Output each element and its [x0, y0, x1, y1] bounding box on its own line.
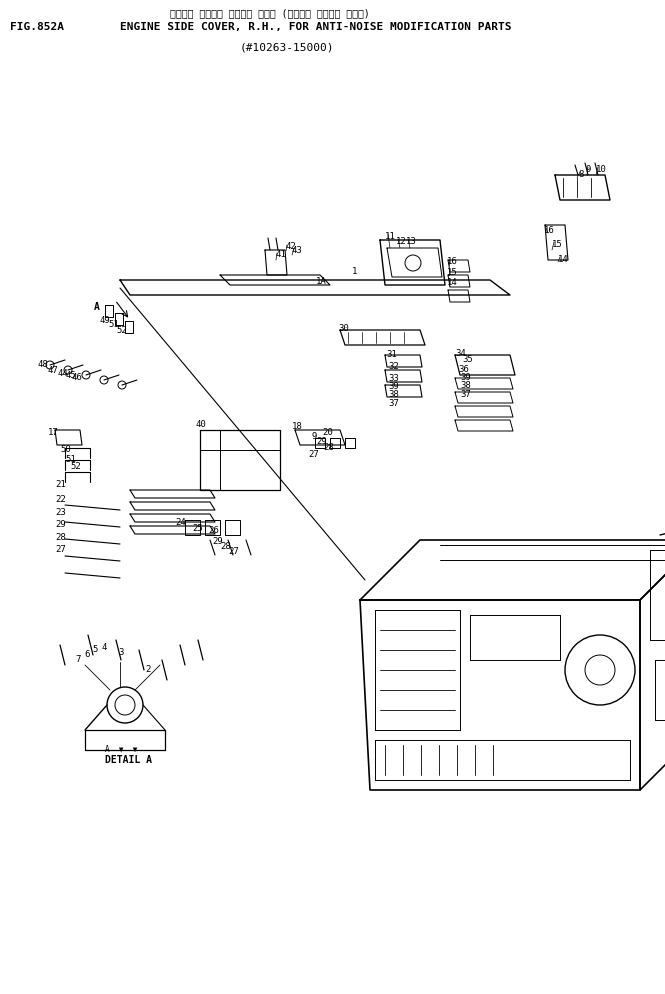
- Text: 10: 10: [596, 165, 606, 174]
- Text: (#10263-15000): (#10263-15000): [240, 42, 334, 52]
- Text: 14: 14: [447, 278, 458, 287]
- Text: 38: 38: [460, 381, 471, 390]
- Text: 18: 18: [292, 422, 303, 431]
- Text: 9: 9: [586, 165, 591, 174]
- Text: 8: 8: [578, 170, 583, 179]
- Text: 52: 52: [116, 326, 127, 335]
- Text: 21: 21: [55, 480, 66, 489]
- Text: 43: 43: [292, 246, 303, 255]
- Text: 23: 23: [55, 508, 66, 517]
- Text: 31: 31: [386, 350, 397, 359]
- Text: DETAIL A: DETAIL A: [105, 755, 152, 765]
- Text: 1A: 1A: [316, 277, 327, 286]
- Text: 44: 44: [58, 369, 68, 378]
- Text: 45: 45: [65, 371, 76, 380]
- Text: 15: 15: [552, 240, 563, 249]
- Text: 27: 27: [228, 547, 239, 556]
- Text: 48: 48: [38, 360, 49, 369]
- Text: 51: 51: [108, 320, 119, 329]
- Text: 9: 9: [312, 432, 317, 441]
- Text: 29: 29: [212, 537, 223, 546]
- Text: 28: 28: [55, 533, 66, 542]
- Text: エンジン サイド・ カバー・ ミギ・ (ソウオン タイサク ブヒン): エンジン サイド・ カバー・ ミギ・ (ソウオン タイサク ブヒン): [170, 8, 370, 18]
- Text: 40: 40: [195, 420, 205, 429]
- Text: 36: 36: [458, 365, 469, 374]
- Text: 52: 52: [70, 462, 80, 471]
- Text: 38: 38: [388, 390, 399, 399]
- Text: 47: 47: [48, 366, 59, 375]
- Text: 24: 24: [175, 518, 186, 527]
- Text: 16: 16: [544, 226, 555, 235]
- Text: 2: 2: [145, 665, 150, 674]
- Text: A: A: [94, 302, 100, 312]
- Text: 1: 1: [352, 267, 357, 276]
- Text: 5: 5: [92, 645, 97, 654]
- Text: 34: 34: [455, 349, 465, 358]
- Text: 25: 25: [192, 524, 203, 533]
- Text: A  ▼  ▼: A ▼ ▼: [105, 745, 138, 754]
- Text: 29: 29: [316, 437, 327, 446]
- Text: 39: 39: [460, 373, 471, 382]
- Text: 29: 29: [55, 520, 66, 529]
- Text: 27: 27: [308, 450, 319, 459]
- Text: 14: 14: [558, 255, 569, 264]
- Text: 16: 16: [447, 257, 458, 266]
- Text: 11: 11: [385, 232, 396, 241]
- Text: 33: 33: [388, 374, 399, 383]
- Text: 4: 4: [102, 643, 107, 652]
- Text: 49: 49: [100, 316, 111, 325]
- Text: 22: 22: [55, 495, 66, 504]
- Text: 28: 28: [323, 443, 334, 452]
- Text: 51: 51: [65, 455, 76, 464]
- Text: 42: 42: [285, 242, 296, 251]
- Text: 41: 41: [275, 250, 286, 259]
- Text: 13: 13: [406, 237, 417, 246]
- Text: 35: 35: [462, 355, 473, 364]
- Text: 12: 12: [396, 237, 407, 246]
- Text: 3: 3: [118, 648, 124, 657]
- Text: 46: 46: [72, 373, 82, 382]
- Text: 39: 39: [388, 382, 399, 391]
- Text: ENGINE SIDE COVER, R.H., FOR ANTI-NOISE MODIFICATION PARTS: ENGINE SIDE COVER, R.H., FOR ANTI-NOISE …: [120, 22, 511, 32]
- Text: 7: 7: [75, 655, 80, 664]
- Text: 37: 37: [460, 390, 471, 399]
- Text: 6: 6: [84, 650, 89, 659]
- Text: 15: 15: [447, 268, 458, 277]
- Text: 30: 30: [338, 324, 348, 333]
- Text: 50: 50: [60, 445, 70, 454]
- Text: 37: 37: [388, 399, 399, 408]
- Text: 26: 26: [208, 526, 219, 535]
- Text: FIG.852A: FIG.852A: [10, 22, 64, 32]
- Text: 32: 32: [388, 362, 399, 371]
- Text: 20: 20: [322, 428, 332, 437]
- Text: 17: 17: [48, 428, 59, 437]
- Text: 28: 28: [220, 542, 231, 551]
- Text: 27: 27: [55, 545, 66, 554]
